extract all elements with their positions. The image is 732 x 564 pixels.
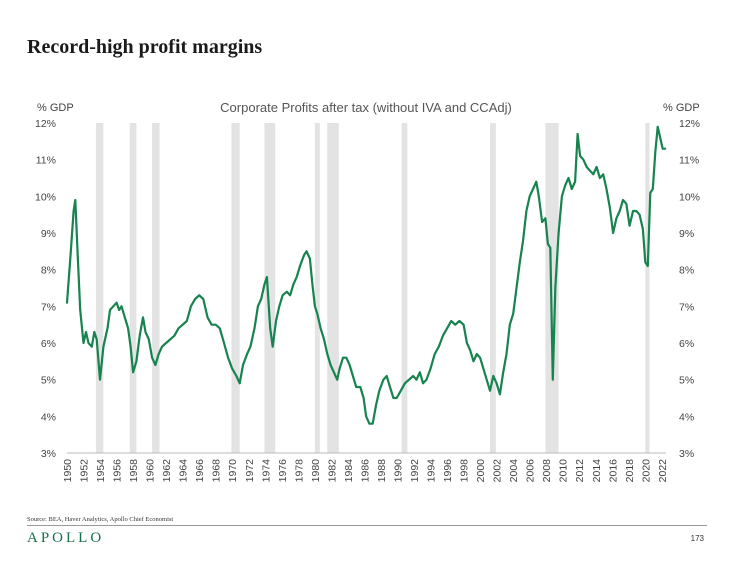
- y-tick-label-right: 11%: [679, 155, 699, 167]
- x-tick-label: 1960: [145, 459, 157, 483]
- y-tick-label-left: 10%: [35, 191, 56, 203]
- page-title: Record-high profit margins: [27, 36, 263, 58]
- recession-band: [95, 123, 104, 453]
- x-tick-label: 1994: [426, 459, 438, 483]
- x-tick-label: 2002: [492, 459, 504, 483]
- y-tick-label-left: 8%: [41, 265, 56, 277]
- recession-band: [152, 123, 160, 453]
- recession-band: [401, 123, 408, 453]
- y-tick-label-left: 11%: [36, 155, 56, 167]
- x-tick-label: 2022: [657, 459, 669, 483]
- recession-band: [264, 123, 276, 453]
- recession-band: [490, 123, 496, 453]
- recession-band: [314, 123, 320, 453]
- y-axis-left-label: % GDP: [37, 102, 74, 114]
- y-tick-label-right: 8%: [679, 265, 694, 277]
- y-axis-right-label: % GDP: [663, 102, 700, 114]
- y-tick-label-left: 3%: [41, 448, 56, 460]
- y-tick-label-right: 12%: [679, 118, 700, 130]
- y-axis-left: 3% 4% 5% 6% 7% 8% 9% 10% 11% 12%: [35, 118, 56, 460]
- x-tick-label: 2010: [558, 459, 570, 483]
- x-tick-label: 1988: [376, 459, 388, 483]
- x-tick-label: 1978: [293, 459, 305, 483]
- recession-band: [327, 123, 339, 453]
- y-tick-label-right: 4%: [679, 411, 694, 423]
- x-tick-label: 1950: [62, 459, 74, 483]
- y-tick-label-left: 5%: [41, 375, 56, 387]
- x-tick-label: 1964: [178, 459, 190, 483]
- x-tick-label: 1972: [244, 459, 256, 483]
- y-tick-label-left: 9%: [41, 228, 56, 240]
- x-tick-label: 2014: [591, 459, 603, 483]
- x-tick-label: 1992: [409, 459, 421, 483]
- x-tick-label: 2020: [640, 459, 652, 483]
- chart-title: Corporate Profits after tax (without IVA…: [220, 100, 512, 115]
- x-tick-label: 1974: [260, 459, 272, 483]
- x-tick-label: 1986: [359, 459, 371, 483]
- source-note: Source: BEA, Haver Analytics, Apollo Chi…: [27, 516, 174, 523]
- apollo-logo: APOLLO: [27, 530, 105, 546]
- y-tick-label-left: 6%: [41, 338, 56, 350]
- x-tick-label: 1984: [343, 459, 355, 483]
- x-tick-label: 1954: [95, 459, 107, 483]
- recession-band: [231, 123, 240, 453]
- x-tick-label: 1956: [112, 459, 124, 483]
- x-tick-label: 2016: [607, 459, 619, 483]
- y-tick-label-left: 7%: [41, 301, 56, 313]
- x-tick-label: 1970: [227, 459, 239, 483]
- x-tick-label: 1962: [161, 459, 173, 483]
- x-tick-label: 1976: [277, 459, 289, 483]
- y-tick-label-right: 3%: [679, 448, 694, 460]
- x-tick-label: 1982: [326, 459, 338, 483]
- y-axis-right: 3% 4% 5% 6% 7% 8% 9% 10% 11% 12%: [679, 118, 700, 460]
- x-tick-label: 2004: [508, 459, 520, 483]
- y-tick-label-right: 7%: [679, 301, 694, 313]
- footer-divider: [27, 525, 707, 526]
- x-tick-label: 2000: [475, 459, 487, 483]
- recession-band: [645, 123, 650, 453]
- series-line: [65, 125, 667, 425]
- x-tick-label: 1998: [459, 459, 471, 483]
- x-tick-label: 2012: [574, 459, 586, 483]
- y-tick-label-right: 5%: [679, 375, 694, 387]
- x-tick-label: 1966: [194, 459, 206, 483]
- x-tick-label: 1996: [442, 459, 454, 483]
- y-tick-label-right: 6%: [679, 338, 694, 350]
- x-tick-label: 2008: [541, 459, 553, 483]
- y-tick-label-left: 12%: [35, 118, 56, 130]
- recession-band: [129, 123, 137, 453]
- y-tick-label-right: 10%: [679, 191, 700, 203]
- x-tick-label: 1980: [310, 459, 322, 483]
- y-tick-label-left: 4%: [41, 411, 56, 423]
- y-tick-label-right: 9%: [679, 228, 694, 240]
- x-tick-label: 1958: [128, 459, 140, 483]
- x-tick-label: 1968: [211, 459, 223, 483]
- x-tick-label: 1952: [79, 459, 91, 483]
- page-number: 173: [690, 534, 704, 543]
- x-tick-label: 2018: [624, 459, 636, 483]
- recession-shading: [95, 123, 650, 453]
- x-tick-label: 1990: [393, 459, 405, 483]
- x-tick-label: 2006: [525, 459, 537, 483]
- x-axis: 1950 1952 1954 1956 1958 1960 1962 1964 1966 1968…: [62, 459, 669, 483]
